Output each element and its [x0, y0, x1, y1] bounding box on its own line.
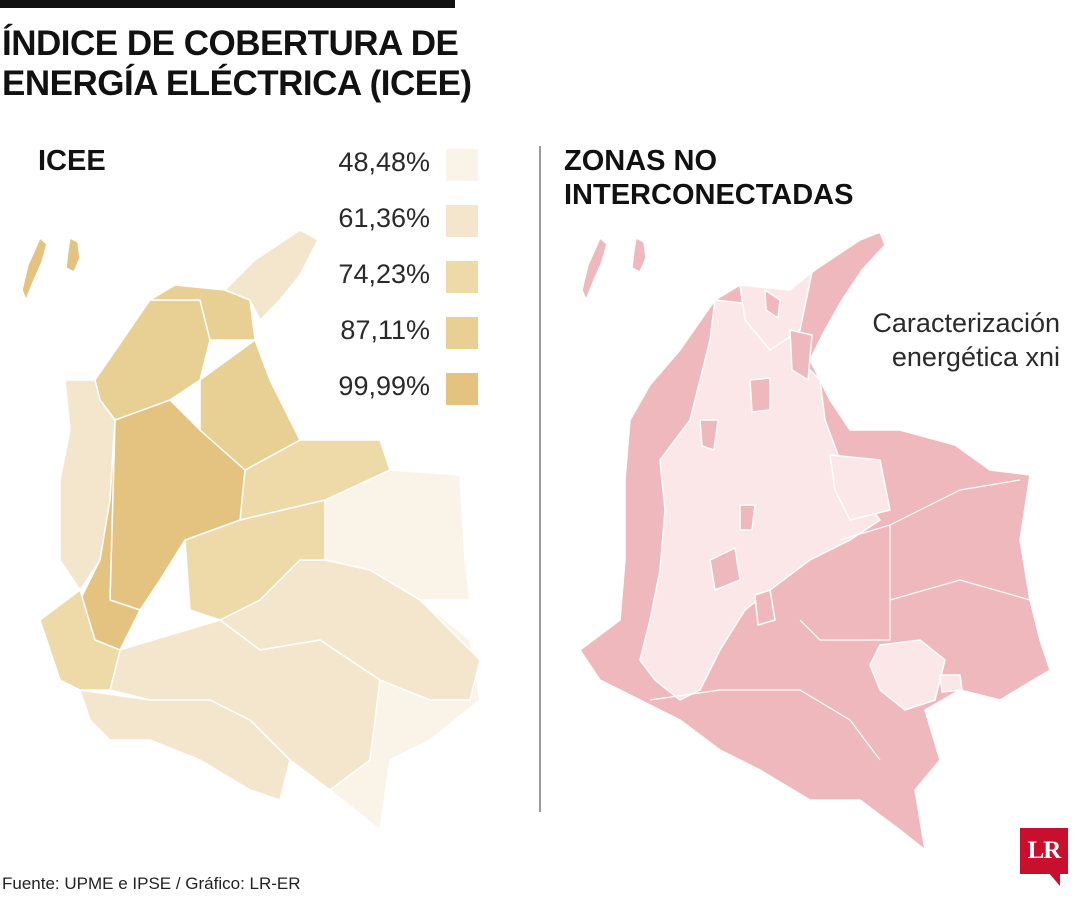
interconnected-zone-east [829, 454, 891, 521]
region-guajira [224, 229, 319, 321]
zni-annotation: Caracterización energética xni [820, 306, 1060, 374]
source-credit: Fuente: UPME e IPSE / Gráfico: LR-ER [2, 874, 301, 893]
legend-label: 99,99% [338, 371, 430, 401]
legend-swatch [446, 261, 478, 293]
icee-panel-label: ICEE [38, 145, 106, 177]
legend-item: 99,99% [300, 369, 480, 425]
region-caribbean [149, 284, 256, 341]
interconnected-zone-southeast [939, 674, 963, 693]
top-rule [0, 0, 455, 8]
interconnected-zone-amazon [869, 639, 946, 711]
zni-pocket-tolima [739, 504, 756, 531]
legend-label: 48,48% [338, 147, 430, 177]
zni-pocket-cesar [749, 377, 771, 413]
zni-internal-border [649, 689, 881, 761]
san-andres-island [21, 237, 48, 301]
annotation-line-2: energética xni [891, 342, 1060, 372]
zni-pocket-antioquia [699, 419, 719, 451]
title-line-2: ENERGÍA ELÉCTRICA (ICEE) [2, 64, 472, 103]
icee-map [21, 229, 481, 831]
legend-item: 48,48% [300, 145, 480, 201]
zni-internal-border [799, 524, 891, 641]
zni-pocket-valle [709, 547, 741, 591]
legend-swatch [446, 149, 478, 181]
legend-item: 61,36% [300, 201, 480, 257]
providencia-island [65, 237, 81, 273]
zni-label-line-2: INTERCONECTADAS [564, 179, 854, 211]
zni-internal-border [889, 579, 1031, 601]
zni-san-andres-island [581, 237, 608, 301]
region-putumayo [79, 689, 291, 801]
zni-internal-border [889, 479, 1021, 526]
panel-divider [539, 146, 541, 812]
annotation-line-1: Caracterización [872, 308, 1060, 338]
legend-item: 74,23% [300, 257, 480, 313]
legend-label: 61,36% [338, 203, 430, 233]
zni-pocket-cauca [754, 589, 776, 626]
zni-pocket-magdalena [789, 329, 813, 381]
title-line-1: ÍNDICE DE COBERTURA DE [2, 24, 459, 63]
region-narino [39, 589, 121, 691]
legend-swatch [446, 373, 478, 405]
legend-swatch [446, 205, 478, 237]
zni-label-line-1: ZONAS NO [564, 145, 718, 177]
zni-panel-label: ZONAS NO INTERCONECTADAS [564, 144, 924, 212]
legend-label: 74,23% [338, 259, 430, 289]
legend-swatch [446, 317, 478, 349]
icee-legend: 48,48% 61,36% 74,23% 87,11% 99,99% [300, 145, 480, 425]
interconnected-zone-andes [639, 299, 881, 701]
legend-label: 87,11% [340, 315, 430, 345]
lr-logo: LR [1020, 828, 1068, 874]
zni-providencia-island [631, 237, 647, 273]
page-title: ÍNDICE DE COBERTURA DE ENERGÍA ELÉCTRICA… [2, 24, 482, 104]
zni-pocket-coast [764, 289, 781, 319]
lr-logo-tail [1048, 872, 1060, 886]
legend-item: 87,11% [300, 313, 480, 369]
